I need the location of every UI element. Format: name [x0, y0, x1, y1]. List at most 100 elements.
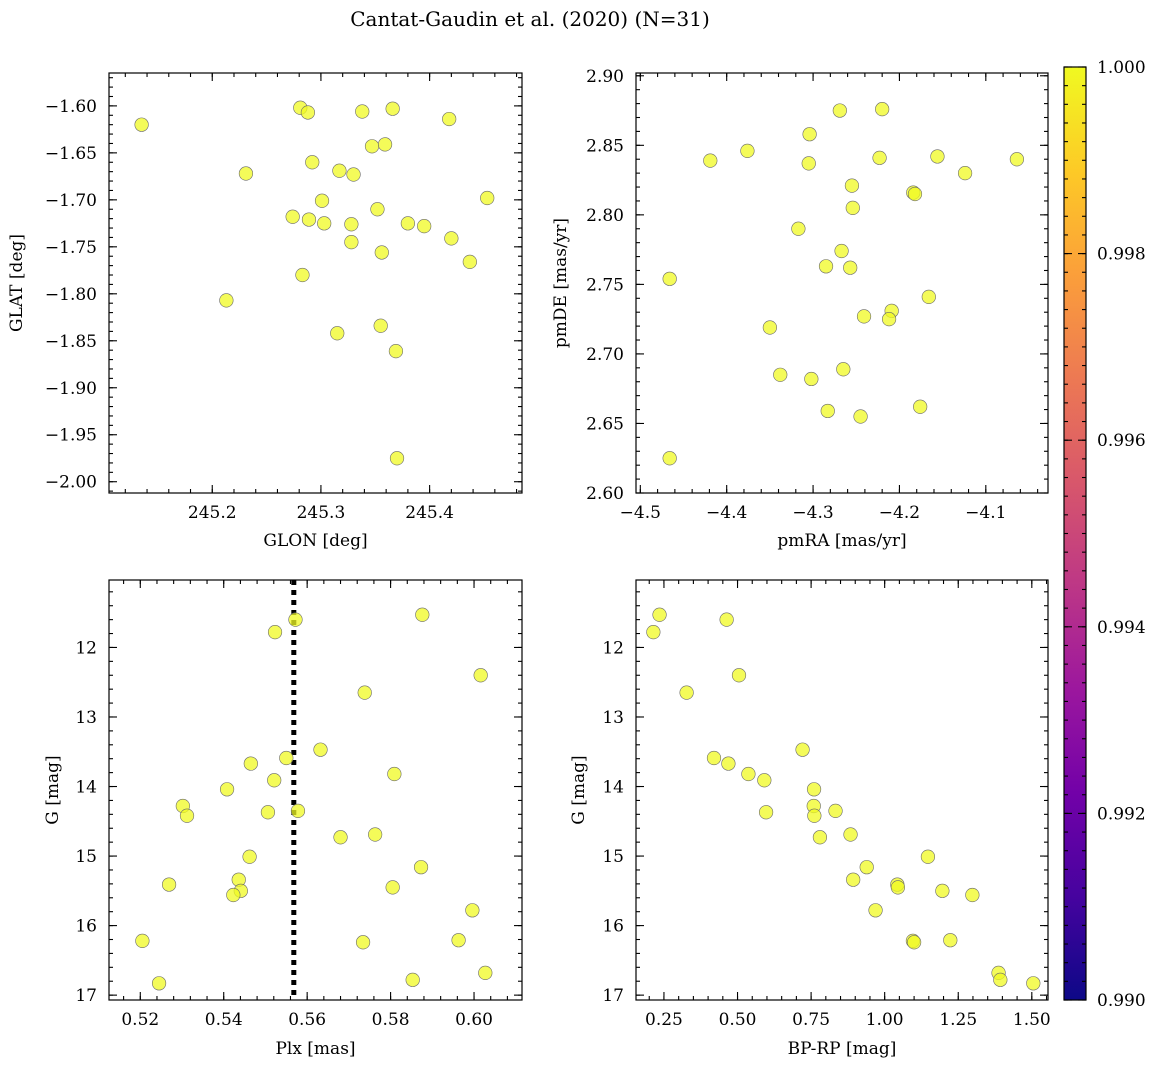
data-point: [417, 219, 432, 234]
colorbar: 0.990 0.992 0.994 0.996 0.998 1.000: [1063, 58, 1146, 1011]
y-tick-label: 2.75: [586, 275, 624, 295]
data-point: [679, 685, 694, 700]
data-point: [646, 625, 661, 640]
data-point: [762, 320, 777, 335]
panels: 245.2 245.3 245.4 −2.00 −1.95 −1.90 −1.85 −1.80…: [7, 67, 1051, 1059]
data-point: [791, 221, 806, 236]
x-tick-label: 0.56: [288, 1010, 326, 1030]
data-point: [719, 612, 734, 627]
data-point: [480, 190, 495, 206]
data-point: [314, 193, 330, 208]
data-point: [703, 153, 718, 168]
data-point: [373, 318, 388, 333]
axes-frame: [108, 72, 523, 494]
y-axis-label: GLAT [deg]: [7, 234, 27, 332]
data-point: [758, 805, 774, 820]
data-point: [243, 756, 258, 771]
data-point: [801, 156, 816, 171]
data-point: [807, 808, 822, 823]
data-point: [834, 243, 849, 259]
y-tick-label: −2.00: [45, 473, 97, 493]
data-point: [260, 805, 276, 820]
data-point: [161, 877, 177, 892]
data-point: [802, 127, 817, 142]
data-point: [219, 293, 234, 308]
x-tick-label: 0.52: [121, 1010, 159, 1030]
data-point: [868, 903, 883, 918]
y-tick-label: 14: [75, 778, 97, 798]
data-point: [465, 903, 480, 918]
data-point: [442, 111, 457, 127]
x-tick-label: 0.60: [455, 1010, 493, 1030]
data-point: [415, 607, 430, 622]
data-point: [387, 766, 402, 782]
colorbar-tick-label: 0.992: [1097, 804, 1146, 824]
y-tick-label: −1.85: [45, 332, 97, 352]
data-point: [305, 155, 320, 170]
data-point: [828, 803, 843, 818]
y-tick-label: 16: [75, 917, 97, 937]
data-point: [444, 231, 459, 246]
data-point: [859, 860, 874, 875]
data-point: [965, 887, 980, 903]
data-point: [370, 202, 385, 217]
data-points: [646, 607, 1041, 991]
data-point: [706, 750, 722, 766]
data-point: [374, 245, 389, 260]
data-point: [219, 782, 235, 797]
y-tick-label: 2.65: [586, 414, 624, 434]
data-point: [993, 972, 1008, 987]
data-point: [377, 137, 393, 152]
data-point: [388, 344, 404, 359]
x-tick-label: 1.50: [1013, 1010, 1051, 1030]
colorbar-tick-label: 0.990: [1097, 991, 1146, 1011]
data-point: [405, 972, 420, 987]
x-tick-label: 245.2: [188, 503, 237, 523]
colorbar-tick-label: 0.994: [1097, 618, 1146, 638]
data-point: [317, 216, 332, 231]
data-point: [832, 103, 847, 118]
y-axis-label: pmDE [mas/yr]: [551, 218, 571, 348]
data-point: [462, 254, 477, 269]
data-point: [935, 883, 950, 898]
y-tick-label: −1.95: [45, 426, 97, 446]
x-tick-label: 1.00: [866, 1010, 904, 1030]
data-point: [385, 880, 400, 895]
data-point: [804, 371, 819, 387]
data-point: [330, 326, 345, 341]
y-tick-label: 17: [602, 986, 624, 1006]
data-point: [920, 849, 936, 864]
data-point: [344, 235, 359, 250]
data-point: [1009, 152, 1025, 167]
data-point: [846, 872, 861, 887]
axes-frame: [635, 72, 1049, 494]
data-point: [288, 612, 303, 627]
data-point: [806, 782, 822, 797]
y-tick-label: 15: [75, 847, 97, 867]
data-point: [368, 827, 383, 842]
panel-bprp-g: 0.25 0.50 0.75 1.00 1.25 1.50 12 13 14 15 16 17 BP-R…: [569, 579, 1051, 1059]
data-point: [400, 216, 415, 231]
data-points: [662, 102, 1025, 466]
data-point: [913, 399, 928, 414]
data-point: [290, 803, 306, 818]
data-point: [346, 167, 361, 182]
y-tick-label: −1.75: [45, 238, 97, 258]
colorbar-tick-label: 0.996: [1097, 431, 1146, 451]
panel-plx-g: 0.52 0.54 0.56 0.58 0.60 12 13 14 15 16 17 Plx [mas…: [43, 579, 523, 1059]
data-point: [451, 933, 466, 948]
colorbar-tick-label: 0.998: [1097, 245, 1146, 265]
y-tick-label: 12: [75, 638, 97, 658]
data-point: [844, 178, 860, 193]
panel-glon-glat: 245.2 245.3 245.4 −2.00 −1.95 −1.90 −1.85 −1.80…: [7, 72, 523, 551]
y-tick-label: 13: [75, 708, 97, 728]
data-point: [279, 750, 294, 766]
y-tick-label: 12: [602, 638, 624, 658]
data-point: [385, 101, 400, 116]
x-axis-label: BP-RP [mag]: [788, 1039, 897, 1059]
y-axis-label: G [mag]: [569, 755, 589, 824]
data-point: [1026, 976, 1041, 991]
data-point: [295, 267, 310, 283]
x-tick-label: 0.50: [719, 1010, 757, 1030]
data-point: [741, 766, 756, 782]
